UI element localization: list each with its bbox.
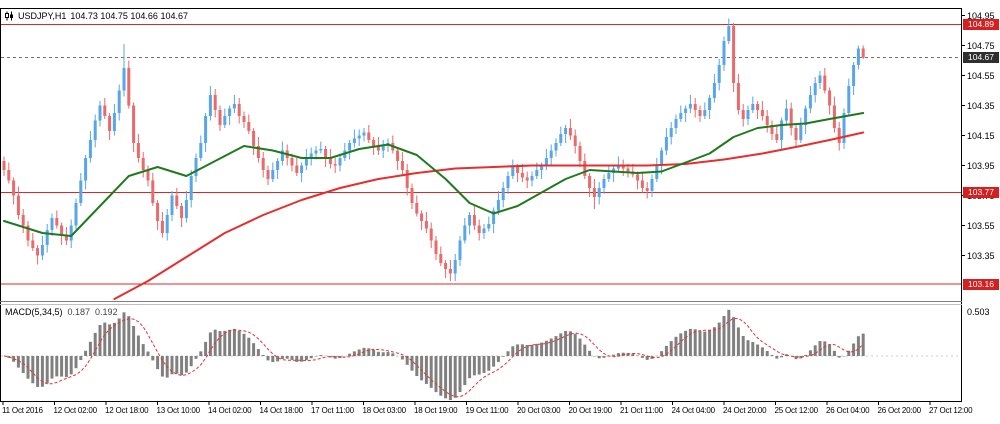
symbol-timeframe: USDJPY,H1	[18, 11, 67, 21]
time-axis-label: 20 Oct 03:00	[517, 406, 561, 415]
price-line-badge: 103.16	[963, 278, 999, 290]
time-axis-label: 20 Oct 19:00	[568, 406, 613, 415]
time-axis-label: 18 Oct 03:00	[362, 406, 407, 415]
indicator-signal-value: 0.192	[95, 307, 118, 317]
time-axis-label: 14 Oct 02:00	[208, 406, 252, 415]
indicator-main-value: 0.187	[67, 307, 91, 317]
price-axis-label: 103.55	[967, 220, 995, 231]
time-axis-label: 13 Oct 10:00	[156, 406, 201, 415]
price-axis-label: 104.15	[967, 130, 995, 141]
ohlc-values: 104.73 104.75 104.66 104.67	[70, 11, 188, 21]
price-line-badge: 103.77	[963, 187, 999, 198]
price-axis-label: 104.95	[967, 10, 995, 21]
price-axis[interactable]: 104.95 104.75 104.55 104.35 104.15 103.95 103.…	[963, 0, 1000, 424]
time-axis-label: 26 Oct 04:00	[826, 406, 870, 415]
time-axis[interactable]: 11 Oct 2016 12 Oct 02:00 12 Oct 18:00 13 Oc…	[0, 406, 1000, 420]
time-axis-label: 12 Oct 18:00	[105, 406, 149, 415]
time-axis-label: 14 Oct 18:00	[259, 406, 304, 415]
time-axis-label: 11 Oct 2016	[2, 406, 43, 415]
candlestick-icon	[5, 11, 14, 21]
chart-header: USDJPY,H1 104.73 104.75 104.66 104.67	[5, 11, 188, 21]
price-line-badge: 104.89	[963, 19, 999, 30]
time-axis-label: 26 Oct 20:00	[877, 406, 922, 415]
indicator-name: MACD(5,34,5)	[5, 307, 63, 317]
time-axis-label: 19 Oct 11:00	[465, 406, 509, 415]
time-axis-label: 27 Oct 12:00	[929, 406, 973, 415]
indicator-label: MACD(5,34,5) 0.187 0.192	[5, 307, 118, 317]
time-axis-label: 24 Oct 04:00	[671, 406, 716, 415]
time-axis-label: 17 Oct 11:00	[311, 406, 354, 415]
price-axis-label: 103.95	[967, 160, 995, 171]
time-axis-label: 21 Oct 11:00	[620, 406, 663, 415]
price-axis-label: 104.75	[967, 40, 995, 51]
time-axis-label: 25 Oct 12:00	[774, 406, 819, 415]
price-axis-label: 104.35	[967, 100, 995, 111]
time-axis-label: 12 Oct 02:00	[53, 406, 98, 415]
macd-axis-label: 0.503	[967, 307, 990, 317]
time-axis-label: 18 Oct 19:00	[414, 406, 458, 415]
price-axis-label: 104.55	[967, 70, 995, 81]
price-axis-label: 103.35	[967, 250, 995, 261]
current-price-badge: 104.67	[963, 52, 999, 63]
time-axis-label: 24 Oct 20:00	[723, 406, 767, 415]
